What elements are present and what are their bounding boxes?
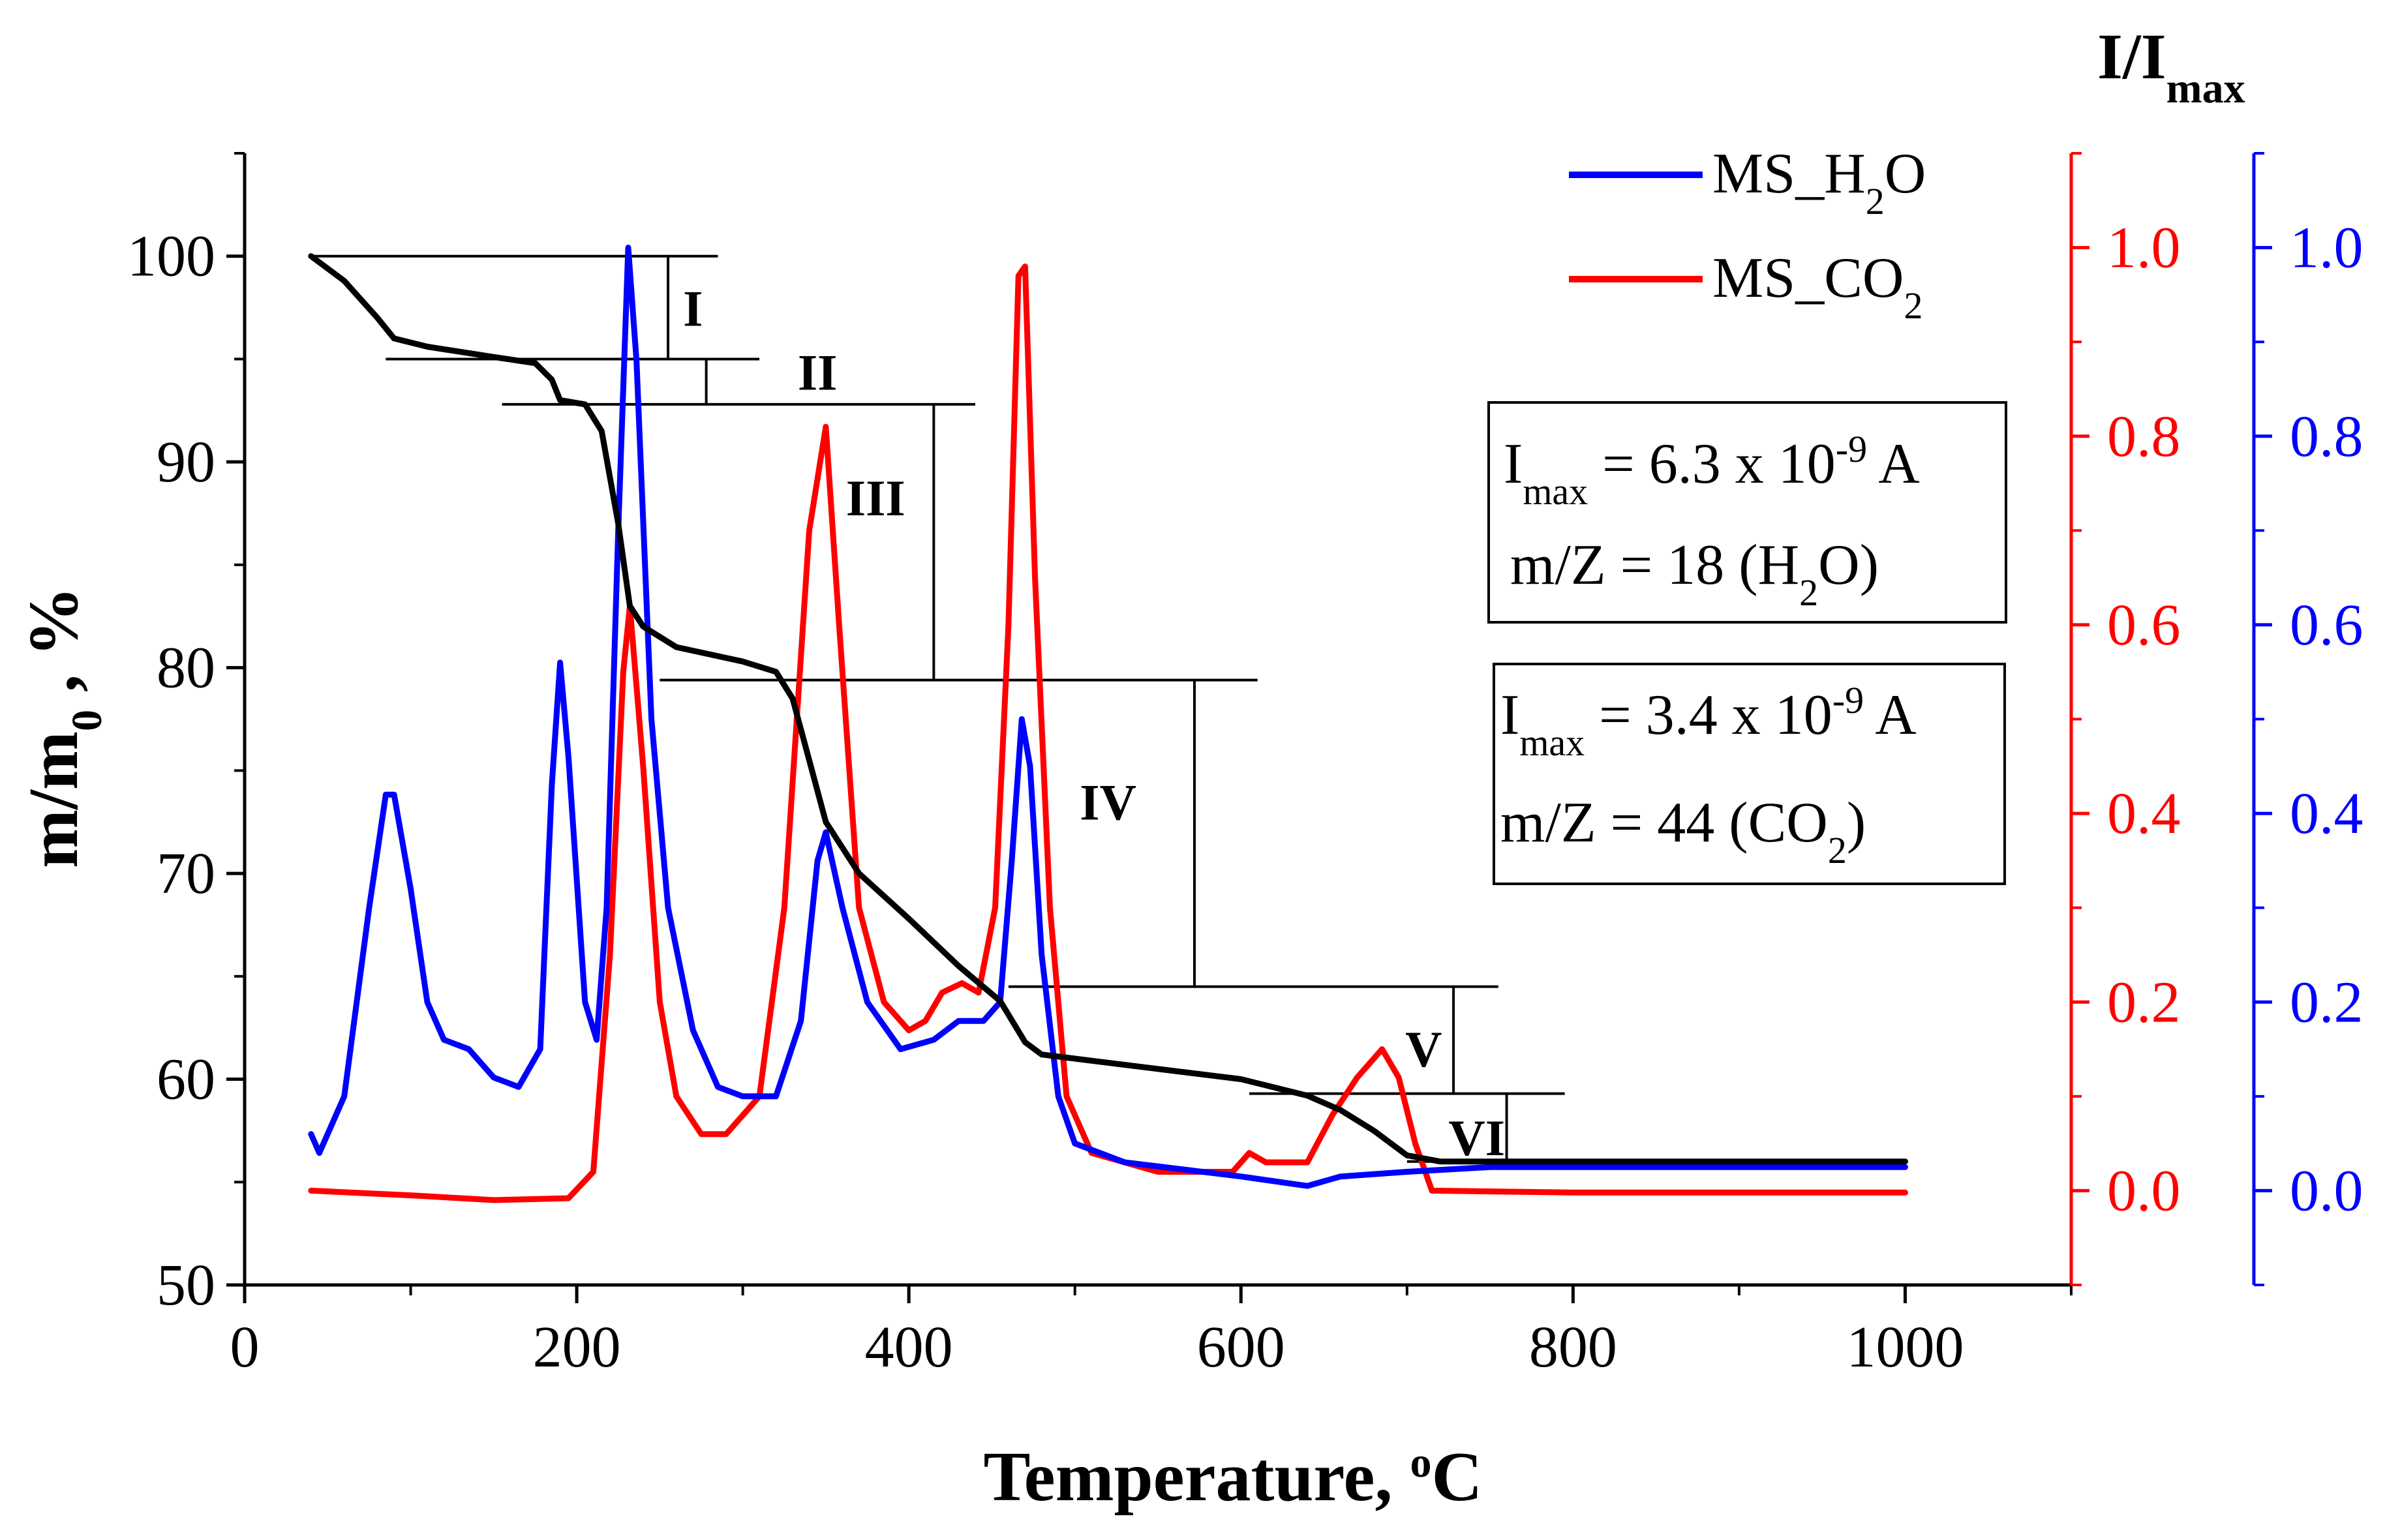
h2o-mz-text: m/Z = 18 (H2O) (1510, 534, 1879, 614)
red-tick-label: 0.4 (2107, 781, 2181, 846)
series-line-tg (308, 253, 1908, 1165)
x-axis-title: Temperature, oC (984, 1438, 1483, 1516)
blue-tick-label: 0.0 (2290, 1158, 2363, 1223)
blue-tick-label: 0.2 (2290, 970, 2363, 1034)
co2-imax-text: Imax = 3.4 x 10-9 A (1500, 679, 1917, 764)
red-tick-label: 0.6 (2107, 593, 2181, 657)
x-tick-label: 400 (865, 1315, 953, 1380)
red-tick-label: 1.0 (2107, 216, 2181, 280)
x-tick-label: 1000 (1846, 1315, 1964, 1380)
series-line-ms-h (308, 245, 1908, 1189)
series-line-ms-co (308, 264, 1908, 1203)
legend: MS_H2O MS_CO2 (1569, 142, 1926, 327)
co2-mz-text: m/Z = 44 (CO2) (1500, 791, 1866, 871)
red-axis-ticks: 0.0 0.2 0.4 0.6 0.8 1.0 (2071, 152, 2181, 1286)
legend-h2o-label: MS_H2O (1712, 142, 1926, 222)
blue-tick-label: 0.6 (2290, 593, 2363, 657)
left-tick-label: 90 (157, 430, 215, 494)
step-label-2: II (798, 344, 838, 400)
left-tick-label: 70 (157, 841, 215, 906)
x-tick-label: 800 (1529, 1315, 1617, 1380)
left-tick-label: 60 (157, 1048, 215, 1112)
x-tick-label: 200 (533, 1315, 621, 1380)
data-lines (308, 245, 1908, 1203)
h2o-imax-text: Imax = 6.3 x 10-9 A (1504, 428, 1920, 513)
legend-co2-label: MS_CO2 (1712, 247, 1922, 327)
blue-tick-label: 0.4 (2290, 781, 2363, 846)
red-tick-label: 0.8 (2107, 404, 2181, 469)
x-tick-label: 600 (1197, 1315, 1285, 1380)
step-label-1: I (683, 280, 703, 337)
red-tick-label: 0.2 (2107, 970, 2181, 1034)
right-axis-title: I/Imax (2097, 20, 2245, 112)
h2o-info-box: Imax = 6.3 x 10-9 A m/Z = 18 (H2O) (1487, 401, 2007, 624)
x-axis-ticks: 0 200 400 600 800 1000 (230, 1285, 2073, 1380)
x-tick-label: 0 (230, 1315, 260, 1380)
red-tick-label: 0.0 (2107, 1158, 2181, 1223)
left-tick-label: 50 (157, 1253, 215, 1318)
left-tick-label: 80 (157, 636, 215, 701)
blue-axis-ticks: 0.0 0.2 0.4 0.6 0.8 1.0 (2254, 152, 2363, 1286)
left-tick-label: 100 (127, 224, 215, 289)
step-label-6: VI (1448, 1110, 1505, 1166)
left-axis-ticks: 50 60 70 80 90 100 (127, 152, 245, 1318)
step-label-4: IV (1080, 774, 1136, 831)
co2-info-box: Imax = 3.4 x 10-9 A m/Z = 44 (CO2) (1493, 663, 2006, 885)
step-label-3: III (846, 470, 905, 526)
blue-tick-label: 1.0 (2290, 216, 2363, 280)
y-axis-title: m/m0 , % (15, 586, 111, 868)
step-label-5: V (1405, 1021, 1442, 1078)
blue-tick-label: 0.8 (2290, 404, 2363, 469)
